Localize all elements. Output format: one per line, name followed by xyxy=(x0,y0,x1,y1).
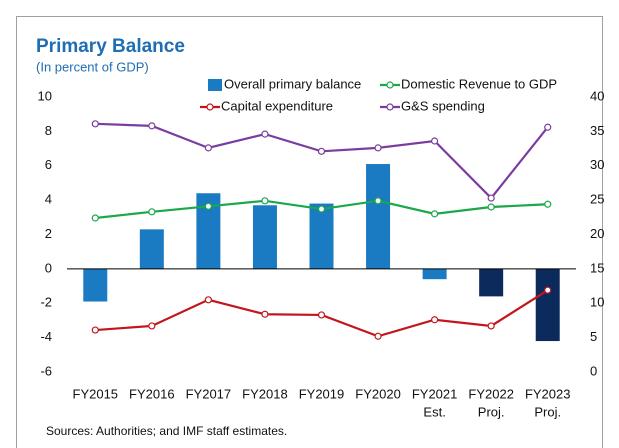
point xyxy=(261,310,269,318)
x-tick-note: Proj. xyxy=(478,404,505,419)
point xyxy=(148,122,156,130)
point xyxy=(261,130,269,138)
bar xyxy=(366,164,391,269)
point xyxy=(544,286,552,294)
bar xyxy=(309,203,334,269)
point xyxy=(487,194,495,202)
point xyxy=(544,200,552,208)
y2-tick-label: 25 xyxy=(590,192,604,207)
x-tick-label: FY2019 xyxy=(299,386,345,401)
legend-marker xyxy=(386,81,394,89)
x-tick-label: FY2023 xyxy=(525,386,571,401)
point xyxy=(91,326,99,334)
point xyxy=(487,322,495,330)
line xyxy=(95,122,549,200)
point xyxy=(374,332,382,340)
x-tick-label: FY2016 xyxy=(129,386,175,401)
point xyxy=(431,210,439,218)
point xyxy=(431,137,439,145)
y-tick-label: 10 xyxy=(38,88,52,103)
x-tick-label: FY2020 xyxy=(355,386,401,401)
legend-label: G&S spending xyxy=(401,98,485,113)
point xyxy=(204,296,212,304)
legend-label: Domestic Revenue to GDP xyxy=(401,76,557,91)
legend-marker xyxy=(386,103,394,111)
x-tick-label: FY2022 xyxy=(468,386,514,401)
frame xyxy=(16,16,603,448)
y2-tick-label: 35 xyxy=(590,123,604,138)
x-tick-label: FY2018 xyxy=(242,386,288,401)
point xyxy=(148,322,156,330)
bar xyxy=(479,268,504,297)
y-tick-label: 0 xyxy=(45,260,52,275)
point xyxy=(148,208,156,216)
bar xyxy=(139,229,164,269)
y2-tick-label: 40 xyxy=(590,88,604,103)
y-tick-label: 2 xyxy=(45,226,52,241)
chart-title: Primary Balance xyxy=(36,36,185,57)
point xyxy=(261,197,269,205)
source-note: Sources: Authorities; and IMF staff esti… xyxy=(46,424,287,438)
bar xyxy=(252,205,277,269)
y-tick-label: -6 xyxy=(40,363,52,378)
point xyxy=(544,123,552,131)
point xyxy=(487,203,495,211)
point xyxy=(374,144,382,152)
x-tick-note: Est. xyxy=(423,404,445,419)
point xyxy=(431,316,439,324)
y-tick-label: 8 xyxy=(45,123,52,138)
x-tick-label: FY2017 xyxy=(186,386,232,401)
x-tick-note: Proj. xyxy=(534,404,561,419)
y-tick-label: 4 xyxy=(45,192,52,207)
point xyxy=(204,144,212,152)
point xyxy=(91,214,99,222)
chart-subtitle: (In percent of GDP) xyxy=(36,59,149,74)
point xyxy=(317,311,326,319)
y-tick-label: 6 xyxy=(45,157,52,172)
legend-label: Capital expenditure xyxy=(221,98,333,113)
point xyxy=(91,120,99,128)
point xyxy=(317,147,326,155)
y2-tick-label: 0 xyxy=(590,363,597,378)
point xyxy=(317,205,326,213)
bar xyxy=(422,268,447,280)
y2-tick-label: 20 xyxy=(590,226,604,241)
bar xyxy=(535,268,560,342)
point xyxy=(374,197,382,205)
y2-tick-label: 10 xyxy=(590,295,604,310)
point xyxy=(204,202,212,210)
y-tick-label: -4 xyxy=(40,329,52,344)
bar xyxy=(83,268,108,302)
x-tick-label: FY2015 xyxy=(73,386,119,401)
y-tick-label: -2 xyxy=(40,295,52,310)
y2-tick-label: 5 xyxy=(590,329,597,344)
legend-label: Overall primary balance xyxy=(224,76,361,91)
x-tick-label: FY2021 xyxy=(412,386,458,401)
y2-tick-label: 30 xyxy=(590,157,604,172)
y2-tick-label: 15 xyxy=(590,260,604,275)
legend-swatch xyxy=(208,79,222,91)
legend-marker xyxy=(206,103,214,111)
